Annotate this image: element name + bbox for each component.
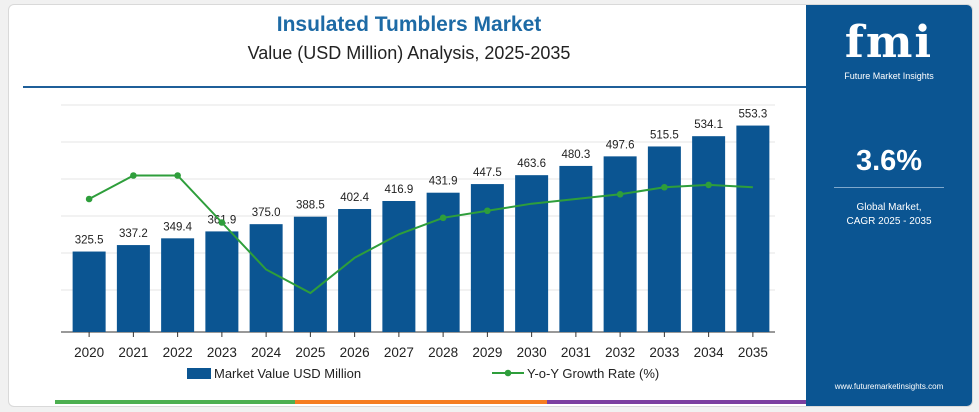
- legend-line-marker: [504, 369, 512, 377]
- cagr-value: 3.6%: [855, 145, 923, 177]
- bar-2024: [249, 224, 283, 332]
- growth-line: [88, 174, 753, 295]
- growth-marker-2029: [484, 207, 491, 215]
- bar-2021: [116, 245, 150, 332]
- x-tick-label-2028: 2028: [428, 345, 458, 360]
- legend-bar-label: Market Value USD Million: [214, 366, 361, 381]
- growth-marker-2020: [85, 195, 93, 203]
- growth-marker-2028: [439, 214, 447, 222]
- x-tick-label-2025: 2025: [295, 345, 325, 360]
- cagr-label: Global Market, CAGR 2025 - 2035: [806, 201, 972, 229]
- side-panel: fmi Future Market Insights 3.6% Global M…: [806, 5, 972, 406]
- bar-label-2034: 534.1: [694, 119, 723, 131]
- chart-title: Insulated Tumblers Market: [276, 13, 542, 36]
- x-tick-label-2035: 2035: [738, 345, 768, 360]
- bar-2034: [692, 136, 726, 332]
- bar-2027: [382, 200, 416, 332]
- bar-label-2021: 337.2: [119, 228, 148, 240]
- chart-plot: 325.52020337.22021349.42022361.92023375.…: [61, 104, 775, 381]
- x-tick-label-2023: 2023: [207, 345, 237, 360]
- bar-label-2027: 416.9: [384, 184, 413, 196]
- bar-2020: [72, 251, 106, 332]
- growth-marker-2022: [174, 172, 181, 179]
- x-tick-label-2031: 2031: [561, 345, 591, 360]
- bar-2023: [205, 231, 239, 332]
- x-tick-label-2032: 2032: [605, 345, 635, 360]
- x-tick-label-2026: 2026: [340, 345, 370, 360]
- bar-2031: [559, 165, 593, 332]
- bar-label-2033: 515.5: [650, 129, 679, 141]
- x-tick-label-2033: 2033: [649, 345, 679, 360]
- footer-bar-orange: [295, 400, 547, 404]
- growth-marker-2034: [705, 181, 712, 189]
- x-tick-label-2022: 2022: [163, 345, 193, 360]
- bar-label-2035: 553.3: [738, 109, 767, 121]
- bar-label-2024: 375.0: [252, 207, 281, 219]
- chart-subtitle: Value (USD Million) Analysis, 2025-2035: [247, 43, 571, 63]
- footer-bar-purple: [547, 400, 806, 404]
- bar-2033: [647, 146, 681, 332]
- website-url: www.futuremarketinsights.com: [834, 382, 944, 391]
- bar-label-2020: 325.5: [75, 235, 104, 247]
- bar-label-2032: 497.6: [606, 139, 635, 151]
- chart-card: Insulated Tumblers Market Value (USD Mil…: [8, 4, 973, 407]
- bar-2032: [603, 156, 637, 332]
- x-tick-label-2024: 2024: [251, 345, 282, 360]
- growth-marker-2023: [218, 219, 226, 226]
- bar-2022: [161, 238, 195, 332]
- bar-2028: [426, 192, 460, 332]
- x-tick-label-2030: 2030: [517, 345, 547, 360]
- cagr-label-line1: Global Market,: [856, 202, 922, 213]
- x-tick-label-2027: 2027: [384, 345, 414, 360]
- bar-2030: [515, 175, 549, 332]
- growth-marker-2033: [661, 183, 668, 191]
- logo-subtitle: Future Market Insights: [844, 71, 934, 81]
- legend-line-label: Y-o-Y Growth Rate (%): [527, 366, 659, 381]
- growth-marker-2021: [130, 172, 137, 179]
- bar-2026: [338, 209, 372, 332]
- bar-label-2022: 349.4: [163, 221, 192, 233]
- x-tick-label-2029: 2029: [472, 345, 502, 360]
- cagr-label-line2: CAGR 2025 - 2035: [846, 216, 932, 227]
- bar-label-2028: 431.9: [429, 176, 458, 188]
- bar-label-2031: 480.3: [561, 149, 590, 161]
- fmi-logo: fmi: [844, 17, 934, 68]
- cagr-divider: [834, 187, 944, 188]
- bar-label-2025: 388.5: [296, 200, 325, 212]
- bar-2029: [470, 184, 504, 332]
- bar-label-2029: 447.5: [473, 167, 502, 179]
- x-tick-label-2020: 2020: [74, 345, 104, 360]
- footer-bar-green: [55, 400, 295, 404]
- x-tick-label-2021: 2021: [118, 345, 148, 360]
- bar-2025: [293, 216, 327, 332]
- growth-marker-2032: [616, 191, 624, 198]
- bar-2035: [736, 125, 770, 333]
- title-divider: [23, 86, 807, 88]
- x-tick-label-2034: 2034: [694, 345, 725, 360]
- legend-bar-swatch: [187, 368, 211, 379]
- bar-label-2030: 463.6: [517, 158, 546, 170]
- bar-label-2026: 402.4: [340, 192, 369, 204]
